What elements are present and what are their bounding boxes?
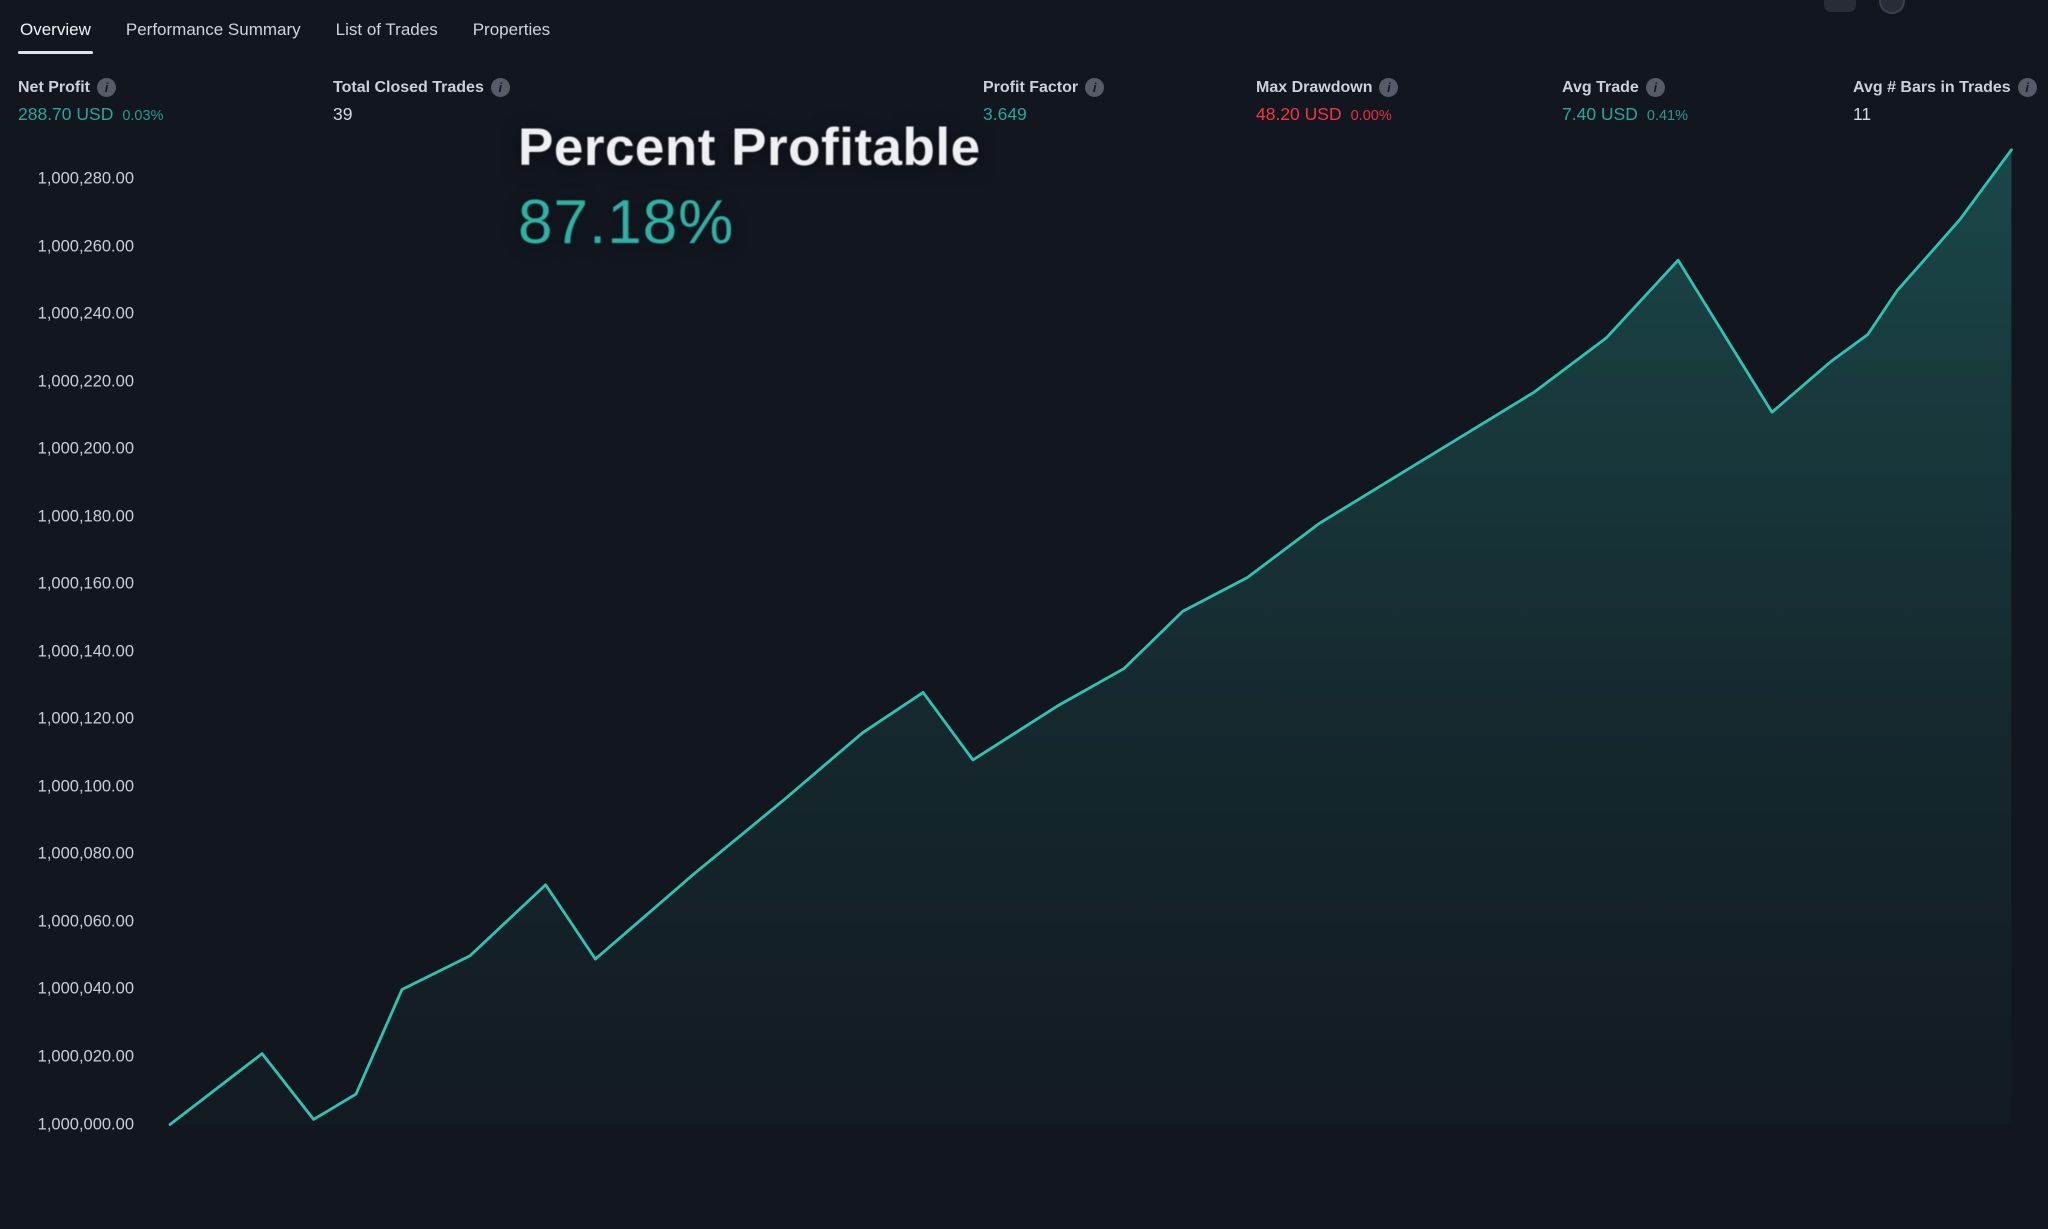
stat-max-drawdown: Max Drawdown 48.20 USD 0.00% <box>1256 78 1399 125</box>
y-axis-tick: 1,000,200.00 <box>37 439 134 458</box>
stat-percent: 0.41% <box>1646 108 1688 124</box>
y-axis-tick: 1,000,280.00 <box>37 169 134 188</box>
y-axis: 1,000,280.00 1,000,260.00 1,000,240.00 1,00… <box>0 0 134 1229</box>
tab-properties[interactable]: Properties <box>471 12 552 58</box>
stat-avg-bars-in-trades: Avg # Bars in Trades 11 <box>1853 78 2037 125</box>
y-axis-tick: 1,000,000.00 <box>37 1115 134 1133</box>
stat-label: Avg # Bars in Trades <box>1853 78 2011 96</box>
info-icon[interactable] <box>1645 78 1665 97</box>
stat-label: Total Closed Trades <box>333 78 484 96</box>
tab-list-of-trades[interactable]: List of Trades <box>334 12 440 58</box>
stat-profit-factor: Profit Factor 3.649 <box>983 78 1105 125</box>
stat-value: 39 <box>333 104 353 124</box>
y-axis-tick: 1,000,160.00 <box>37 574 134 593</box>
y-axis-tick: 1,000,180.00 <box>37 507 134 526</box>
y-axis-tick: 1,000,240.00 <box>37 304 134 323</box>
tab-overview[interactable]: Overview <box>18 12 93 58</box>
y-axis-tick: 1,000,260.00 <box>37 237 134 256</box>
equity-line <box>168 148 2013 1126</box>
stat-value: 7.40 USD <box>1562 104 1638 124</box>
info-icon[interactable] <box>1379 78 1399 97</box>
stat-total-closed-trades: Total Closed Trades 39 <box>333 78 510 125</box>
y-axis-tick: 1,000,220.00 <box>37 372 134 391</box>
stat-value: 3.649 <box>983 104 1027 124</box>
y-axis-tick: 1,000,120.00 <box>37 709 134 728</box>
strategy-tester-tabs: Overview Performance Summary List of Tra… <box>0 0 2048 60</box>
stat-label: Max Drawdown <box>1256 78 1373 96</box>
y-axis-tick: 1,000,040.00 <box>37 979 134 998</box>
y-axis-tick: 1,000,100.00 <box>37 777 134 796</box>
stat-value: 48.20 USD <box>1256 104 1342 124</box>
stat-value: 11 <box>1853 104 1872 124</box>
stat-value: 288.70 USD <box>18 104 114 124</box>
info-icon[interactable] <box>2017 78 2037 97</box>
stat-label: Net Profit <box>18 78 90 96</box>
y-axis-tick: 1,000,020.00 <box>37 1047 134 1066</box>
stat-percent: 0.00% <box>1350 108 1392 124</box>
stat-label: Profit Factor <box>983 78 1079 96</box>
info-icon[interactable] <box>97 78 116 97</box>
stat-net-profit: Net Profit 288.70 USD 0.03% <box>18 78 163 125</box>
panel-icon[interactable] <box>1824 0 1856 12</box>
tab-performance-summary[interactable]: Performance Summary <box>124 12 303 58</box>
info-icon[interactable] <box>490 78 510 97</box>
stat-label: Avg Trade <box>1562 78 1639 96</box>
y-axis-tick: 1,000,060.00 <box>37 912 134 931</box>
equity-area-fill <box>170 149 2012 1125</box>
y-axis-tick: 1,000,080.00 <box>37 844 134 863</box>
info-icon[interactable] <box>1085 78 1105 97</box>
stat-avg-trade: Avg Trade 7.40 USD 0.41% <box>1562 78 1688 125</box>
y-axis-tick: 1,000,140.00 <box>37 642 134 661</box>
stat-percent: 0.03% <box>122 108 164 124</box>
